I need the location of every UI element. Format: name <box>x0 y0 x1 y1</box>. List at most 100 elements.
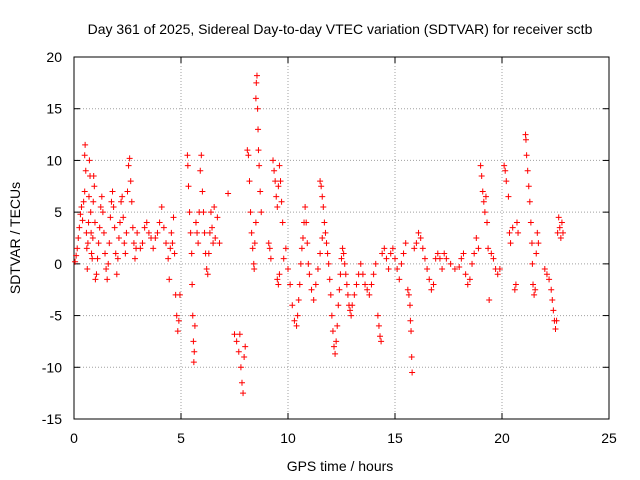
data-point <box>163 240 170 247</box>
data-point <box>488 250 495 257</box>
data-point <box>343 281 350 288</box>
data-point <box>83 245 90 252</box>
data-point <box>434 250 441 257</box>
data-point <box>273 193 280 200</box>
data-point <box>245 152 252 159</box>
data-point <box>82 167 89 174</box>
y-tick-label: 15 <box>46 101 62 117</box>
data-point <box>323 240 330 247</box>
data-point <box>137 245 144 252</box>
data-point <box>170 214 177 221</box>
data-point <box>272 178 279 185</box>
data-point <box>436 255 443 262</box>
data-point <box>267 255 274 262</box>
data-point <box>168 229 175 236</box>
data-point <box>233 338 240 345</box>
data-point <box>426 276 433 283</box>
data-point <box>331 343 338 350</box>
data-point <box>185 183 192 190</box>
data-point <box>285 266 291 273</box>
data-point <box>287 281 294 288</box>
data-point <box>447 260 454 267</box>
data-point <box>317 178 324 185</box>
data-point <box>305 260 312 267</box>
data-point <box>121 240 128 247</box>
data-point <box>248 229 255 236</box>
data-point <box>466 276 473 283</box>
data-point <box>173 312 180 319</box>
data-point <box>441 250 448 257</box>
data-point <box>326 276 333 283</box>
data-point <box>154 229 161 236</box>
data-point <box>507 240 514 247</box>
data-point <box>534 229 541 236</box>
data-point <box>473 235 480 241</box>
data-point <box>506 229 513 236</box>
data-point <box>276 162 283 169</box>
data-point <box>122 250 129 257</box>
data-point <box>419 245 426 252</box>
data-point <box>189 312 196 319</box>
data-point <box>524 167 531 174</box>
data-point <box>249 245 256 252</box>
data-point <box>113 271 120 278</box>
data-point <box>400 250 407 257</box>
data-point <box>253 72 260 79</box>
data-point <box>408 353 415 360</box>
data-point <box>123 229 130 236</box>
data-point <box>175 317 182 324</box>
data-point <box>339 245 346 252</box>
data-point <box>533 250 540 257</box>
data-point <box>333 338 340 345</box>
data-point <box>86 157 93 164</box>
data-point <box>125 162 132 169</box>
data-point <box>512 281 519 288</box>
data-point <box>275 183 282 190</box>
data-point <box>525 183 532 190</box>
data-point <box>297 260 304 267</box>
data-point <box>85 193 92 200</box>
data-point <box>73 252 80 259</box>
data-point <box>291 317 298 324</box>
data-point <box>112 250 119 257</box>
data-point <box>186 209 193 216</box>
data-point <box>89 255 96 262</box>
data-point <box>74 245 81 252</box>
data-point <box>319 235 326 241</box>
data-point <box>124 188 131 195</box>
data-point <box>494 271 501 278</box>
data-point <box>195 240 202 247</box>
data-point <box>552 326 559 333</box>
y-tick-label: 20 <box>46 49 62 65</box>
data-point <box>237 364 244 371</box>
data-point <box>225 190 232 197</box>
data-point <box>344 291 351 298</box>
data-point <box>75 235 82 241</box>
x-tick-label: 15 <box>387 430 403 446</box>
data-point <box>484 219 491 226</box>
data-point <box>394 266 401 273</box>
data-point <box>372 260 379 267</box>
data-point <box>557 235 564 241</box>
y-tick-label: -15 <box>42 411 62 427</box>
data-point <box>439 266 446 273</box>
data-point <box>353 281 360 288</box>
data-point <box>106 240 113 247</box>
data-point <box>212 235 219 241</box>
data-point <box>199 188 206 195</box>
data-point <box>555 214 562 221</box>
data-point <box>88 250 95 257</box>
data-point <box>247 209 254 216</box>
data-point <box>402 240 409 247</box>
data-point <box>158 203 165 210</box>
data-point <box>405 291 412 298</box>
data-point <box>428 286 435 293</box>
data-point <box>271 167 278 174</box>
data-point <box>298 245 305 252</box>
plot-frame <box>73 56 610 420</box>
data-point <box>241 353 248 360</box>
data-point <box>110 203 117 210</box>
data-point <box>190 359 197 366</box>
data-point <box>254 105 261 112</box>
data-point <box>167 245 174 252</box>
